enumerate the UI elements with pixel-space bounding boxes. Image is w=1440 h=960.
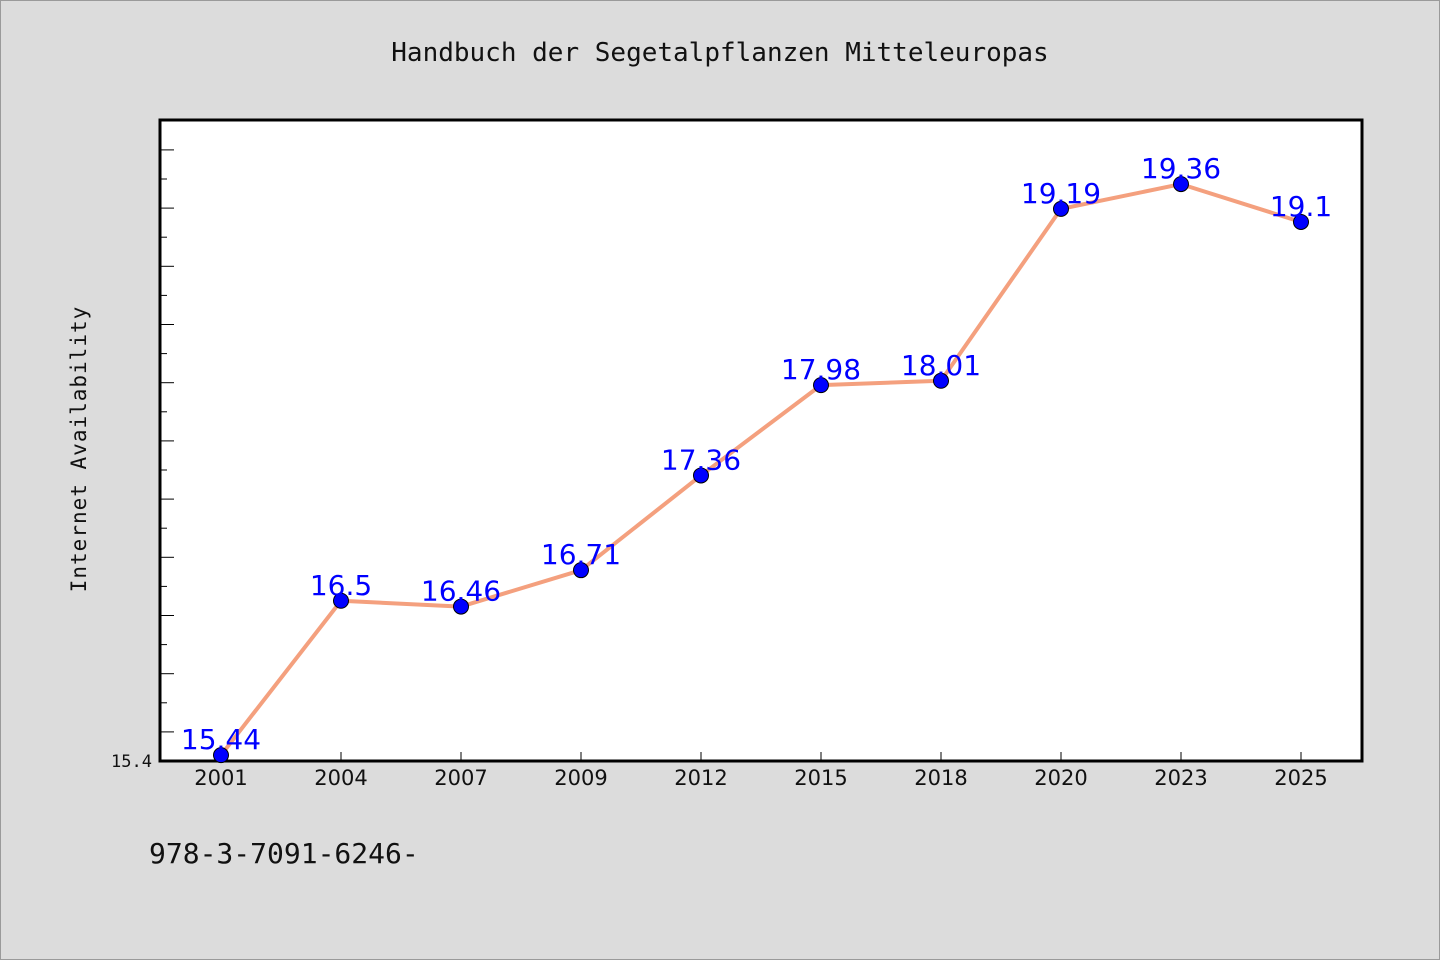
chart-title: Handbuch der Segetalpflanzen Mitteleurop… — [391, 38, 1048, 68]
y-tick-label: 15.4 — [111, 752, 152, 772]
x-tick-label: 2004 — [314, 766, 367, 790]
plot-area — [158, 118, 1364, 763]
x-tick-label: 2007 — [434, 766, 487, 790]
x-tick-label: 2023 — [1154, 766, 1207, 790]
x-tick-label: 2012 — [674, 766, 727, 790]
data-label: 15.44 — [181, 723, 261, 756]
footer-isbn-text: 978-3-7091-6246- — [149, 837, 419, 870]
y-axis-label: Internet Availability — [67, 306, 91, 593]
data-label: 19.19 — [1021, 177, 1101, 210]
data-point-marker — [1173, 176, 1189, 193]
x-tick-label: 2018 — [914, 766, 967, 790]
data-label: 19.36 — [1141, 152, 1221, 185]
data-label: 17.36 — [661, 443, 741, 476]
data-label: 16.5 — [310, 569, 372, 602]
series-line — [219, 182, 1303, 758]
data-point-marker — [573, 562, 589, 579]
data-labels: 15.44 16.5 16.46 16.71 17.36 17.98 18.01 19.19 1… — [181, 152, 1332, 756]
data-point-marker — [453, 598, 469, 615]
y-axis-tick-labels: 15.4 — [111, 752, 152, 772]
data-point-marker — [693, 467, 709, 484]
x-tick-label: 2009 — [554, 766, 607, 790]
x-tick-label: 2001 — [194, 766, 247, 790]
data-point-marker — [813, 377, 829, 394]
y-axis-ticks — [160, 120, 174, 762]
x-tick-label: 2025 — [1274, 766, 1327, 790]
data-label: 16.46 — [421, 575, 501, 608]
data-point-marker — [1053, 200, 1069, 217]
data-point-marker — [333, 592, 349, 609]
series-lines — [219, 182, 1303, 758]
data-label: 17.98 — [781, 353, 861, 386]
data-markers — [213, 176, 1309, 764]
data-label: 16.71 — [541, 538, 621, 571]
x-tick-label: 2015 — [794, 766, 847, 790]
x-tick-label: 2020 — [1034, 766, 1087, 790]
data-point-marker — [933, 372, 949, 389]
data-label: 18.01 — [901, 349, 981, 382]
data-point-marker — [213, 747, 229, 764]
data-point-marker — [1293, 213, 1309, 230]
data-label: 19.1 — [1270, 190, 1332, 223]
x-axis-tick-labels: 2001 2004 2007 2009 2012 2015 2018 2020 2023 2025 — [194, 766, 1327, 790]
